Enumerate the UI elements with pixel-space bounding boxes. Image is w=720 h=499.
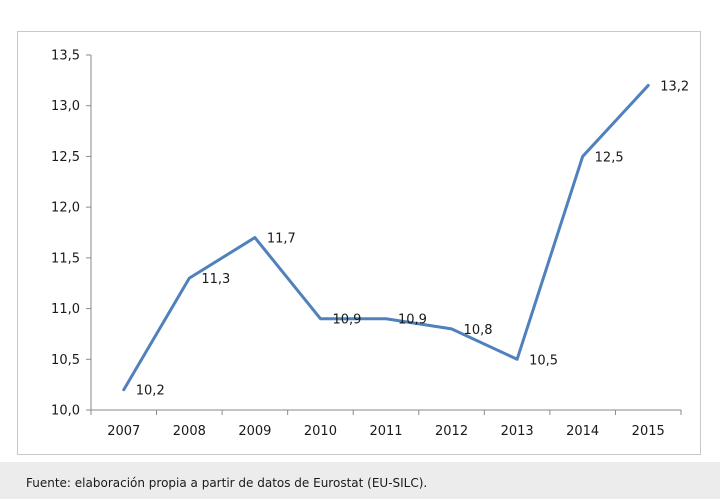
line-chart: 10,010,511,011,512,012,513,013,5 2007 200…	[51, 49, 689, 440]
data-label: 13,2	[660, 79, 689, 94]
x-tick-label: 2007	[107, 424, 140, 439]
x-tick-label: 2013	[501, 424, 534, 439]
x-tick-label: 2014	[566, 424, 599, 439]
y-tick-label: 13,5	[51, 49, 80, 64]
x-tick-label: 2012	[435, 424, 468, 439]
footer-band	[0, 462, 720, 499]
data-label: 10,8	[464, 323, 493, 338]
series-layer	[122, 83, 650, 392]
data-label: 11,7	[267, 232, 296, 247]
y-tick-label: 10,5	[51, 353, 80, 368]
series-line	[122, 83, 650, 392]
data-label: 11,3	[201, 272, 230, 287]
data-label: 10,2	[136, 384, 165, 399]
data-label: 10,9	[332, 313, 361, 328]
y-tick-label: 11,0	[51, 302, 80, 317]
data-labels: 10,2 11,3 11,7 10,9 10,9 10,8 10,5 12,5 13,2	[136, 79, 689, 398]
x-tick-label: 2009	[238, 424, 271, 439]
data-label: 12,5	[595, 150, 624, 165]
x-tick-label: 2011	[369, 424, 402, 439]
data-label: 10,5	[529, 353, 558, 368]
x-tick-label: 2008	[173, 424, 206, 439]
y-tick-label: 12,0	[51, 201, 80, 216]
y-tick-label: 12,5	[51, 150, 80, 165]
chart-frame: 10,0 10,5 11,0 11,5 12,0 12,5 13,0 13,5 2007 200…	[17, 31, 701, 455]
y-tick-label: 11,5	[51, 251, 80, 266]
x-axis-ticks: 2007 2008 2009 2010 2011 2012 2013 2014 2015	[90, 410, 682, 439]
y-tick-label: 10,0	[51, 404, 80, 419]
source-note: Fuente: elaboración propia a partir de d…	[26, 476, 428, 490]
x-tick-label: 2015	[632, 424, 665, 439]
y-tick-label: 13,0	[51, 99, 80, 114]
chart-axes	[90, 55, 681, 411]
y-axis-ticks: 10,0 10,5 11,0 11,5 12,0 12,5 13,0 13,5	[51, 49, 91, 419]
x-tick-label: 2010	[304, 424, 337, 439]
data-label: 10,9	[398, 313, 427, 328]
